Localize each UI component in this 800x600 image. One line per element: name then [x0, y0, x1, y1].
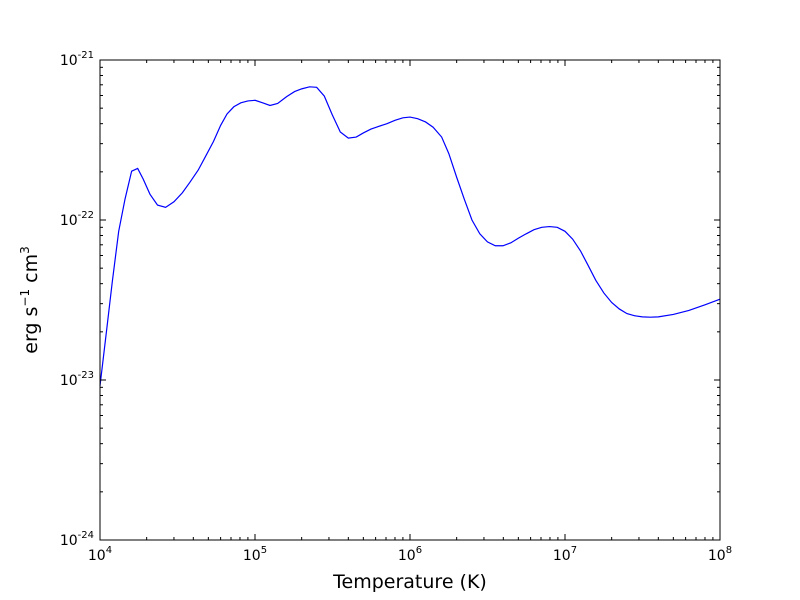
- x-tick-labels: 104 105 106 107 108: [88, 545, 732, 564]
- x-tick-label-exponent: 6: [416, 545, 422, 556]
- x-tick-label-exponent: 8: [726, 545, 732, 556]
- y-tick-label-exponent: -21: [78, 50, 94, 61]
- x-tick-label-base: 10: [553, 548, 571, 564]
- y-tick-label: 10-24: [60, 530, 94, 549]
- y-tick-label: 10-22: [60, 210, 94, 229]
- x-tick-label-exponent: 7: [571, 545, 577, 556]
- series-layer: [99, 86, 721, 386]
- x-axis-label: Temperature (K): [332, 571, 487, 593]
- x-tick-label: 105: [243, 545, 267, 564]
- x-tick-label: 104: [88, 545, 112, 564]
- y-axis-label: erg s−1 cm3: [18, 246, 42, 354]
- y-tick-label-base: 10: [60, 53, 78, 69]
- x-tick-label-base: 10: [398, 548, 416, 564]
- y-axis-label-sup2: 3: [18, 246, 32, 254]
- y-axis-label-mid: cm: [20, 254, 42, 289]
- y-axis-label-sup1: −1: [18, 289, 32, 307]
- y-tick-label-exponent: -24: [78, 530, 94, 541]
- plot-frame: [99, 59, 721, 541]
- x-tick-label-base: 10: [708, 548, 726, 564]
- y-tick-label: 10-21: [60, 50, 94, 69]
- y-tick-label-exponent: -23: [78, 370, 94, 381]
- x-tick-label-base: 10: [88, 548, 106, 564]
- x-tick-label: 107: [553, 545, 577, 564]
- y-axis-label-base: erg s: [20, 307, 42, 354]
- y-tick-label-exponent: -22: [78, 210, 94, 221]
- x-tick-label-exponent: 5: [261, 545, 267, 556]
- x-tick-label-exponent: 4: [106, 545, 112, 556]
- y-tick-label-base: 10: [60, 373, 78, 389]
- x-tick-label: 108: [708, 545, 732, 564]
- x-tick-label-base: 10: [243, 548, 261, 564]
- y-tick-label: 10-23: [60, 370, 94, 389]
- x-tick-label: 106: [398, 545, 422, 564]
- y-tick-label-base: 10: [60, 213, 78, 229]
- series-line-0: [99, 86, 721, 386]
- y-tick-label-base: 10: [60, 533, 78, 549]
